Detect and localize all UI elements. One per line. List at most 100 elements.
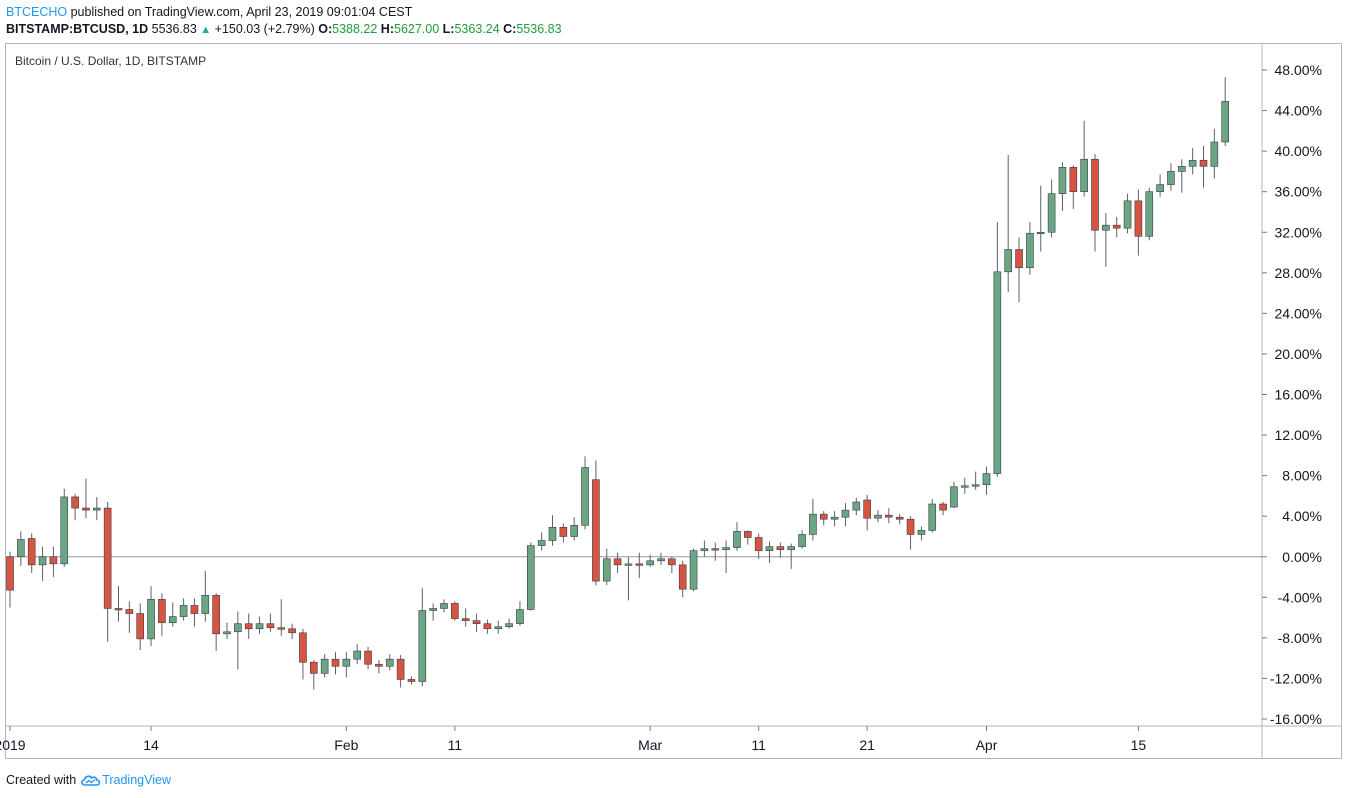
price-axis[interactable]: 48.00% 44.00% 40.00% 36.00% 32.00% 28.00% 24.0… bbox=[1262, 62, 1322, 727]
candle[interactable] bbox=[809, 498, 817, 541]
candle[interactable] bbox=[385, 654, 394, 671]
candle[interactable] bbox=[1178, 159, 1186, 193]
candle[interactable] bbox=[299, 628, 307, 680]
candle[interactable] bbox=[754, 533, 763, 559]
candle[interactable] bbox=[939, 501, 947, 516]
candle[interactable] bbox=[440, 599, 448, 613]
candle[interactable] bbox=[798, 530, 806, 549]
candle[interactable] bbox=[830, 511, 839, 527]
candle[interactable] bbox=[38, 546, 47, 582]
candle[interactable] bbox=[234, 611, 242, 670]
candle[interactable] bbox=[320, 654, 329, 678]
candle[interactable] bbox=[396, 655, 405, 688]
candle[interactable] bbox=[266, 613, 275, 632]
candle[interactable] bbox=[602, 548, 611, 586]
candle[interactable] bbox=[700, 540, 709, 557]
author-name[interactable]: BTCECHO bbox=[6, 5, 68, 19]
candle[interactable] bbox=[581, 456, 589, 530]
candle[interactable] bbox=[722, 540, 730, 573]
candle[interactable] bbox=[331, 652, 340, 675]
candle[interactable] bbox=[1047, 179, 1056, 238]
candle[interactable] bbox=[1026, 222, 1034, 275]
candle[interactable] bbox=[885, 508, 893, 524]
candle[interactable] bbox=[429, 603, 437, 621]
candle[interactable] bbox=[743, 530, 752, 545]
candle[interactable] bbox=[668, 556, 676, 573]
candle[interactable] bbox=[1123, 193, 1132, 234]
candle[interactable] bbox=[906, 516, 915, 550]
candle[interactable] bbox=[711, 542, 720, 561]
candle[interactable] bbox=[1156, 174, 1164, 197]
candle[interactable] bbox=[288, 623, 296, 639]
candle[interactable] bbox=[190, 598, 199, 627]
candle[interactable] bbox=[526, 542, 535, 611]
candle[interactable] bbox=[82, 478, 90, 519]
candle[interactable] bbox=[1091, 154, 1099, 252]
candle[interactable] bbox=[570, 517, 579, 541]
candle[interactable] bbox=[559, 523, 568, 543]
candle[interactable] bbox=[1080, 120, 1088, 197]
candle[interactable] bbox=[158, 593, 166, 636]
candle[interactable] bbox=[472, 613, 481, 632]
candle[interactable] bbox=[277, 599, 286, 636]
candle[interactable] bbox=[917, 526, 926, 541]
candle[interactable] bbox=[1167, 163, 1175, 191]
candle[interactable] bbox=[678, 560, 687, 598]
candle[interactable] bbox=[1015, 237, 1023, 303]
candle[interactable] bbox=[635, 552, 644, 579]
candle[interactable] bbox=[1145, 187, 1154, 241]
candles-layer[interactable] bbox=[6, 77, 1229, 690]
candle[interactable] bbox=[212, 593, 220, 652]
candle[interactable] bbox=[375, 660, 383, 674]
candle[interactable] bbox=[733, 522, 741, 551]
candle[interactable] bbox=[179, 598, 188, 621]
candle[interactable] bbox=[657, 552, 665, 565]
candle[interactable] bbox=[342, 652, 351, 678]
candle[interactable] bbox=[852, 497, 861, 516]
candle[interactable] bbox=[1069, 165, 1078, 209]
candle[interactable] bbox=[863, 494, 871, 531]
candle[interactable] bbox=[17, 531, 25, 566]
candle[interactable] bbox=[49, 546, 58, 578]
candle[interactable] bbox=[950, 481, 958, 509]
candle[interactable] bbox=[1134, 189, 1143, 256]
candle[interactable] bbox=[461, 608, 470, 627]
candle[interactable] bbox=[71, 493, 79, 521]
candle[interactable] bbox=[1058, 162, 1067, 211]
candle[interactable] bbox=[787, 543, 796, 569]
candle[interactable] bbox=[1188, 148, 1197, 175]
candle[interactable] bbox=[168, 602, 177, 627]
candle[interactable] bbox=[841, 503, 850, 527]
candle[interactable] bbox=[1210, 128, 1219, 179]
candle[interactable] bbox=[982, 466, 991, 495]
candle[interactable] bbox=[60, 488, 69, 567]
candle[interactable] bbox=[103, 501, 112, 642]
candle[interactable] bbox=[114, 586, 123, 622]
candle[interactable] bbox=[1102, 212, 1110, 267]
candle[interactable] bbox=[223, 622, 231, 639]
candle[interactable] bbox=[895, 514, 904, 525]
candle[interactable] bbox=[1199, 146, 1208, 188]
candle[interactable] bbox=[624, 556, 633, 601]
candle[interactable] bbox=[646, 554, 654, 567]
candle[interactable] bbox=[353, 643, 362, 665]
candle[interactable] bbox=[483, 619, 492, 634]
candle[interactable] bbox=[309, 660, 318, 690]
candle[interactable] bbox=[689, 548, 698, 592]
candle[interactable] bbox=[537, 532, 546, 551]
candle[interactable] bbox=[928, 498, 937, 533]
candle[interactable] bbox=[201, 570, 210, 622]
candle[interactable] bbox=[1221, 77, 1229, 147]
candle[interactable] bbox=[136, 603, 144, 651]
candle[interactable] bbox=[765, 541, 774, 563]
candle[interactable] bbox=[418, 588, 427, 687]
candle[interactable] bbox=[819, 511, 828, 526]
candle[interactable] bbox=[776, 542, 785, 558]
candle[interactable] bbox=[451, 601, 459, 621]
candle[interactable] bbox=[407, 676, 416, 685]
candle[interactable] bbox=[494, 620, 503, 634]
candle[interactable] bbox=[613, 552, 622, 573]
candle[interactable] bbox=[244, 613, 253, 639]
candle[interactable] bbox=[960, 477, 969, 494]
